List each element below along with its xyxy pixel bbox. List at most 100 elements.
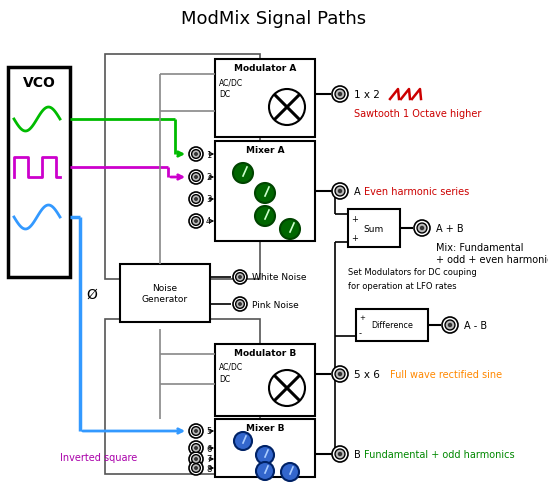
Circle shape — [233, 297, 247, 311]
Circle shape — [338, 93, 342, 97]
Circle shape — [332, 87, 348, 103]
Circle shape — [335, 449, 345, 459]
Circle shape — [238, 303, 242, 306]
Text: for operation at LFO rates: for operation at LFO rates — [348, 282, 456, 290]
Circle shape — [332, 366, 348, 382]
Circle shape — [414, 221, 430, 237]
Text: ModMix Signal Paths: ModMix Signal Paths — [181, 10, 367, 28]
Text: 4: 4 — [206, 217, 211, 226]
Bar — [348, 209, 400, 247]
Text: A: A — [354, 186, 361, 197]
Text: +: + — [351, 215, 358, 224]
Text: White Noise: White Noise — [252, 273, 306, 282]
Bar — [105, 319, 260, 474]
Text: A + B: A + B — [436, 224, 464, 234]
Circle shape — [233, 163, 253, 183]
Circle shape — [338, 452, 342, 456]
Text: B: B — [354, 449, 361, 459]
Text: +: + — [351, 234, 358, 243]
Circle shape — [194, 153, 198, 157]
Circle shape — [194, 429, 198, 433]
Circle shape — [192, 464, 201, 472]
Text: AC/DC: AC/DC — [219, 362, 243, 371]
Circle shape — [192, 444, 201, 452]
Bar — [356, 309, 428, 341]
Text: Difference: Difference — [371, 321, 413, 330]
Circle shape — [234, 432, 252, 450]
Circle shape — [189, 171, 203, 184]
Text: Mixer B: Mixer B — [246, 423, 284, 432]
Circle shape — [269, 370, 305, 406]
Circle shape — [189, 441, 203, 455]
Bar — [215, 142, 315, 242]
Circle shape — [269, 90, 305, 126]
Text: 3: 3 — [206, 195, 212, 204]
Text: Ø: Ø — [87, 287, 98, 302]
Text: DC: DC — [219, 90, 230, 99]
Text: -: - — [359, 328, 362, 337]
Circle shape — [332, 446, 348, 462]
Circle shape — [256, 462, 274, 480]
Circle shape — [192, 427, 201, 435]
Text: +: + — [359, 314, 365, 320]
Text: Mix: Fundamental: Mix: Fundamental — [436, 243, 523, 252]
Text: 8: 8 — [206, 464, 212, 472]
Circle shape — [194, 176, 198, 180]
Text: Set Modulators for DC couping: Set Modulators for DC couping — [348, 267, 477, 276]
Text: 1: 1 — [206, 150, 211, 159]
Text: 5: 5 — [206, 427, 211, 436]
Circle shape — [192, 217, 201, 226]
Circle shape — [442, 317, 458, 333]
Text: Fundamental + odd harmonics: Fundamental + odd harmonics — [364, 449, 515, 459]
Circle shape — [194, 220, 198, 224]
Circle shape — [236, 300, 244, 309]
Text: DC: DC — [219, 374, 230, 383]
Bar — [215, 60, 315, 138]
Circle shape — [417, 224, 427, 233]
Circle shape — [192, 195, 201, 204]
Text: VCO: VCO — [22, 76, 55, 90]
Circle shape — [281, 463, 299, 481]
Text: Modulator B: Modulator B — [234, 348, 296, 357]
Bar — [105, 55, 260, 280]
Text: Even harmonic series: Even harmonic series — [364, 186, 469, 197]
Circle shape — [338, 372, 342, 376]
Circle shape — [448, 323, 452, 327]
Text: 2: 2 — [206, 173, 211, 182]
Circle shape — [194, 198, 198, 202]
Circle shape — [420, 226, 424, 231]
Circle shape — [194, 446, 198, 450]
Text: A - B: A - B — [464, 320, 487, 330]
Text: 1 x 2: 1 x 2 — [354, 90, 380, 100]
Text: Noise
Generator: Noise Generator — [142, 284, 188, 303]
Bar — [120, 264, 210, 323]
Text: 7: 7 — [206, 454, 212, 464]
Circle shape — [194, 466, 198, 470]
Text: AC/DC: AC/DC — [219, 78, 243, 87]
Circle shape — [332, 183, 348, 200]
Circle shape — [255, 183, 275, 203]
Circle shape — [255, 206, 275, 226]
Circle shape — [189, 148, 203, 162]
Circle shape — [445, 321, 455, 330]
Circle shape — [189, 424, 203, 438]
Text: + odd + even harmonics: + odd + even harmonics — [436, 254, 548, 264]
Circle shape — [192, 455, 201, 464]
Text: Inverted square: Inverted square — [60, 452, 137, 462]
Text: 5 x 6: 5 x 6 — [354, 369, 380, 379]
Circle shape — [189, 193, 203, 206]
Text: 6: 6 — [206, 444, 212, 452]
Circle shape — [194, 457, 198, 461]
Circle shape — [192, 150, 201, 159]
Circle shape — [280, 220, 300, 240]
Circle shape — [238, 275, 242, 280]
Circle shape — [335, 369, 345, 379]
Text: Mixer A: Mixer A — [246, 146, 284, 155]
Circle shape — [335, 186, 345, 197]
Circle shape — [192, 173, 201, 182]
Circle shape — [236, 273, 244, 282]
Text: Pink Noise: Pink Noise — [252, 300, 299, 309]
Bar — [215, 419, 315, 477]
Circle shape — [189, 452, 203, 466]
Text: Full wave rectified sine: Full wave rectified sine — [390, 369, 502, 379]
